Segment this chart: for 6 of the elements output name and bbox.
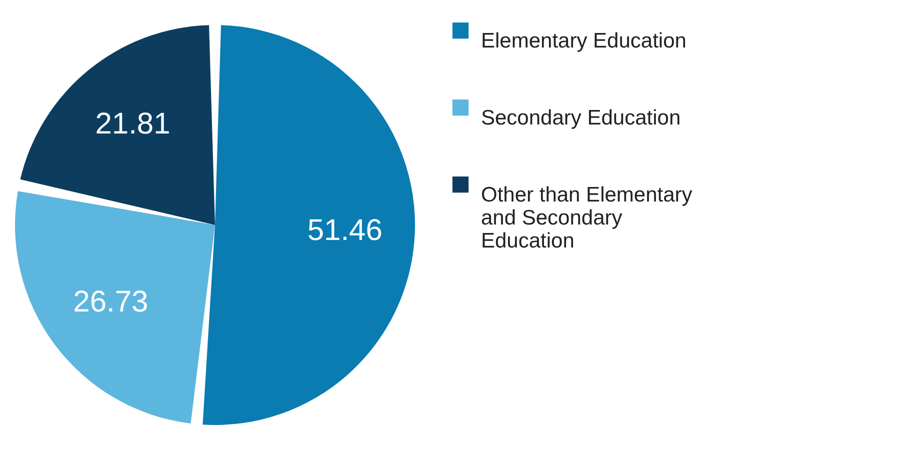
- data-label: 26.73: [73, 286, 148, 319]
- data-label: 51.46: [307, 214, 382, 247]
- legend-label: Other than Elementary and Secondary Education: [481, 184, 693, 252]
- data-label: 21.81: [95, 107, 170, 140]
- legend-label: Elementary Education: [481, 30, 686, 52]
- legend-label: Secondary Education: [481, 106, 681, 130]
